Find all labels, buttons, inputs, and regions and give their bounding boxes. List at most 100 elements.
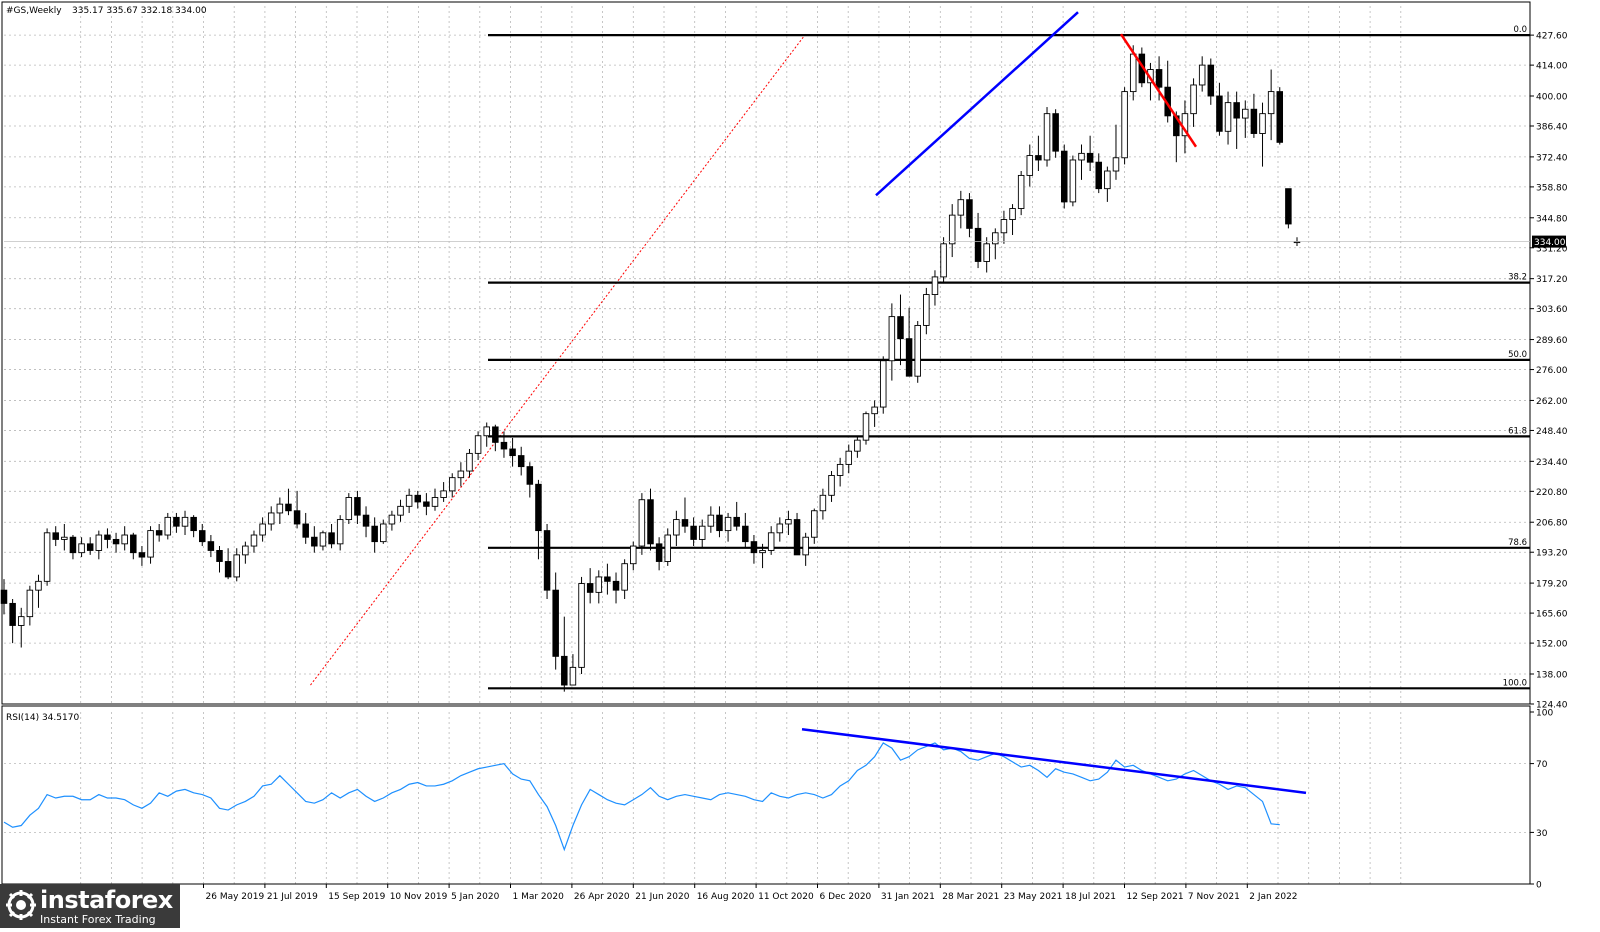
bull-candle — [862, 413, 870, 441]
bull-candle — [431, 497, 439, 507]
bear-candle — [285, 503, 292, 512]
rsi-label: RSI(14) 34.5170 — [6, 713, 79, 723]
date-tick-label: 5 Jan 2020 — [451, 892, 499, 902]
bull-candle — [992, 232, 999, 245]
bull-candle — [836, 463, 844, 476]
date-tick-label: 31 Jan 2021 — [881, 892, 935, 902]
bull-candle — [259, 523, 266, 536]
bear-candle — [716, 514, 723, 532]
bear-candle — [690, 525, 697, 540]
bull-candle — [819, 494, 827, 512]
price-tick-label: 220.80 — [1536, 488, 1568, 498]
bear-candle — [293, 510, 301, 525]
current-price-label: 334.00 — [1534, 238, 1566, 248]
bear-candle — [793, 519, 801, 556]
bull-candle — [776, 523, 784, 534]
bull-candle — [767, 532, 775, 551]
price-tick-label: 303.60 — [1536, 305, 1568, 315]
bear-candle — [362, 514, 370, 527]
fib-level-label: 61.8 — [1508, 426, 1527, 436]
bear-candle — [966, 199, 973, 229]
date-tick-label: 15 Sep 2019 — [328, 892, 385, 902]
bull-candle — [1259, 113, 1266, 134]
rising-trendline — [875, 11, 1079, 197]
bear-candle — [750, 541, 758, 554]
bear-candle — [1285, 188, 1292, 225]
bear-candle — [1207, 64, 1215, 97]
bull-candle — [828, 475, 835, 496]
bull-candle — [1078, 152, 1085, 161]
bear-candle — [500, 441, 508, 450]
bull-candle — [1112, 157, 1120, 172]
bull-candle — [250, 534, 258, 547]
bear-candle — [155, 530, 163, 536]
bull-candle — [1000, 219, 1008, 234]
fib-level-label: 78.6 — [1508, 538, 1527, 548]
bear-candle — [328, 532, 335, 545]
bull-candle — [879, 360, 887, 408]
bull-candle — [1104, 170, 1111, 190]
current-price-box — [1532, 235, 1566, 248]
bull-candle — [630, 545, 637, 565]
bull-candle — [1242, 108, 1249, 119]
bull-candle — [673, 519, 680, 536]
bear-candle — [492, 426, 499, 443]
date-tick-label: 7 Nov 2021 — [1188, 892, 1240, 902]
price-tick-label: 427.60 — [1536, 32, 1568, 42]
rsi-tick-label: 100 — [1536, 709, 1553, 719]
bull-candle — [388, 514, 396, 525]
bull-candle — [61, 536, 68, 540]
bull-candle — [811, 510, 818, 538]
bear-candle — [371, 525, 378, 543]
bull-candle — [923, 294, 930, 326]
bear-candle — [535, 483, 542, 532]
bull-candle — [95, 534, 103, 551]
bear-candle — [173, 516, 180, 527]
bull-candle — [948, 214, 956, 245]
bear-candle — [905, 338, 913, 377]
bull-candle — [931, 276, 939, 296]
bear-candle — [526, 466, 534, 485]
bear-candle — [897, 316, 904, 340]
bull-candle — [43, 532, 51, 582]
rsi-tick-label: 30 — [1536, 829, 1548, 839]
bull-candle — [698, 525, 706, 540]
price-tick-label: 206.80 — [1536, 519, 1568, 529]
bear-candle — [509, 448, 516, 457]
bear-candle — [354, 497, 361, 516]
bear-candle — [733, 516, 740, 527]
date-tick-label: 28 Mar 2021 — [942, 892, 999, 902]
bear-candle — [302, 523, 309, 538]
bull-candle — [1009, 208, 1016, 220]
grid-lines — [4, 6, 1530, 884]
bull-candle — [595, 576, 603, 593]
bull-candle — [664, 534, 671, 562]
bear-candle — [586, 583, 594, 593]
price-tick-label: 124.40 — [1536, 701, 1568, 711]
bear-candle — [138, 552, 146, 558]
price-tick-label: 276.00 — [1536, 366, 1568, 376]
bear-candle — [52, 532, 59, 540]
price-tick-label: 414.00 — [1536, 62, 1568, 72]
date-tick-label: 26 May 2019 — [206, 892, 265, 902]
price-tick-label: 248.40 — [1536, 427, 1568, 437]
bull-candle — [983, 243, 990, 262]
bull-candle — [785, 519, 792, 525]
bull-candle — [621, 563, 628, 591]
bear-candle — [1086, 152, 1094, 163]
price-tick-label: 165.60 — [1536, 610, 1568, 620]
chart-symbol: #GS,Weekly — [6, 6, 62, 16]
price-tick-label: 317.20 — [1536, 275, 1568, 285]
bull-candle — [26, 589, 34, 618]
bear-candle — [207, 541, 215, 551]
bear-candle — [104, 534, 111, 540]
rsi-line — [3, 742, 1280, 852]
bull-candle — [440, 490, 447, 498]
bear-candle — [742, 525, 749, 543]
price-tick-label: 262.00 — [1536, 397, 1568, 407]
date-tick-label: 6 Dec 2020 — [820, 892, 872, 902]
price-tick-label: 344.80 — [1536, 214, 1568, 224]
date-tick-label: 1 Mar 2020 — [513, 892, 565, 902]
bull-candle — [638, 499, 646, 547]
